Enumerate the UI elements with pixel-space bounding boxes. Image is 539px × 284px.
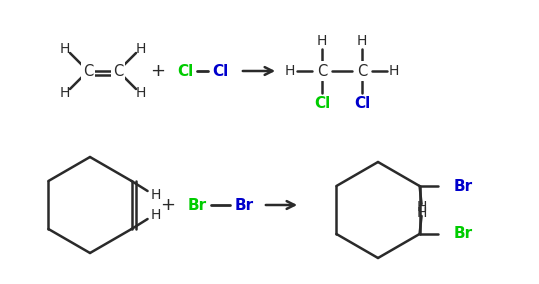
Text: C: C <box>357 64 367 78</box>
Text: H: H <box>357 34 367 48</box>
Text: H: H <box>389 64 399 78</box>
Text: H: H <box>417 206 427 220</box>
Text: Cl: Cl <box>212 64 228 78</box>
Text: H: H <box>136 42 146 56</box>
Text: H: H <box>317 34 327 48</box>
Text: Cl: Cl <box>354 95 370 110</box>
Text: H: H <box>60 42 70 56</box>
Text: Cl: Cl <box>177 64 193 78</box>
Text: C: C <box>317 64 327 78</box>
Text: H: H <box>417 200 427 214</box>
Text: H: H <box>150 188 161 202</box>
Text: +: + <box>150 62 165 80</box>
Text: Br: Br <box>454 227 473 241</box>
Text: Cl: Cl <box>314 95 330 110</box>
Text: H: H <box>150 208 161 222</box>
Text: H: H <box>60 86 70 100</box>
Text: C: C <box>113 64 123 78</box>
Text: +: + <box>161 196 176 214</box>
Text: H: H <box>285 64 295 78</box>
Text: Br: Br <box>234 197 253 212</box>
Text: H: H <box>136 86 146 100</box>
Text: Br: Br <box>454 179 473 193</box>
Text: C: C <box>83 64 93 78</box>
Text: Br: Br <box>188 197 206 212</box>
